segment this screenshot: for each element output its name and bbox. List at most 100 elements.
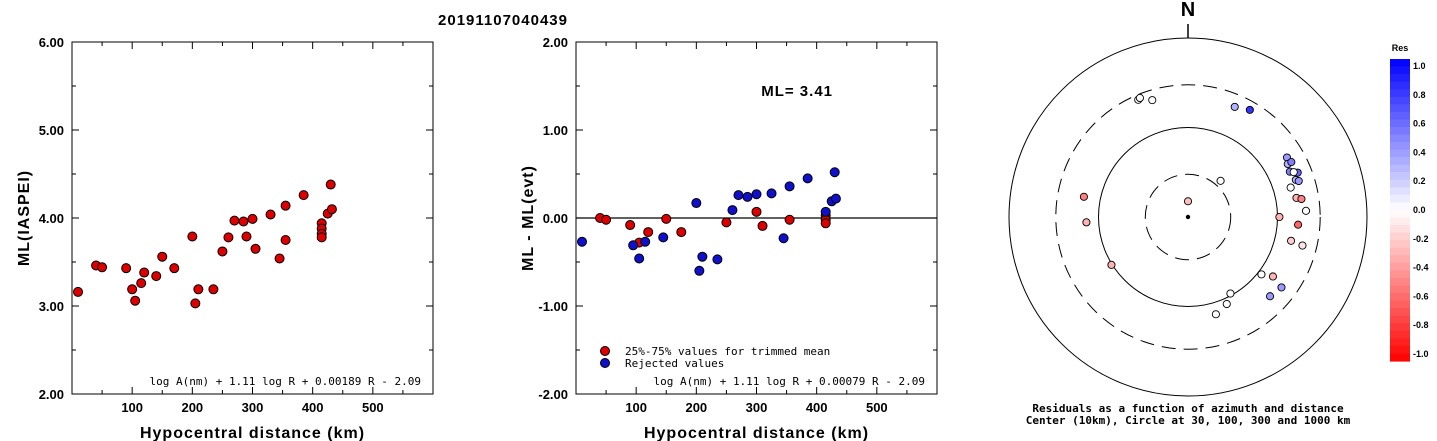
data-point — [130, 295, 141, 306]
station-residual-point — [1222, 299, 1231, 309]
rejected-point — [820, 206, 831, 217]
x-tick-label: 300 — [746, 400, 768, 415]
colorbar-tick-label: -0.8 — [1413, 320, 1429, 330]
station-residual-point — [1216, 176, 1225, 185]
colorbar-segment — [1390, 262, 1410, 271]
data-point — [229, 215, 240, 226]
colorbar-segment — [1390, 187, 1410, 196]
x-axis-label: Hypocentral distance (km) — [644, 425, 869, 441]
colorbar-segment — [1390, 210, 1410, 219]
formula-label: log A(nm) + 1.11 log R + 0.00079 R - 2.0… — [653, 375, 925, 388]
y-tick-label: 4.00 — [39, 211, 64, 226]
rejected-point — [778, 233, 789, 244]
data-point — [274, 253, 285, 264]
data-point — [280, 235, 291, 245]
x-tick-label: 100 — [625, 400, 647, 415]
legend-marker — [600, 346, 610, 356]
trimmed-mean-point — [601, 214, 612, 225]
station-residual-point — [1298, 241, 1307, 250]
trimmed-mean-point — [625, 220, 636, 231]
station-residual-point — [1265, 292, 1275, 301]
data-point — [157, 251, 168, 262]
data-point — [298, 190, 309, 201]
station-residual-point — [1079, 192, 1088, 201]
data-point — [193, 284, 204, 295]
colorbar-segment — [1390, 353, 1410, 362]
y-axis-label: ML(IASPEI) — [16, 170, 33, 266]
y-tick-label: 1.00 — [543, 123, 568, 138]
colorbar-segment — [1390, 74, 1410, 83]
rejected-point — [658, 232, 669, 243]
colorbar-segment — [1390, 172, 1410, 181]
rejected-point — [751, 189, 762, 200]
rejected-point — [802, 173, 813, 184]
data-point — [97, 262, 108, 273]
ml-value-label: ML= 3.41 — [761, 83, 833, 100]
colorbar-segment — [1390, 59, 1410, 68]
rejected-point — [640, 236, 651, 247]
station-residual-point — [1082, 218, 1091, 227]
rejected-point — [712, 254, 723, 265]
colorbar-tick-label: 0.6 — [1413, 119, 1426, 129]
x-tick-label: 400 — [302, 400, 324, 415]
station-residual-point — [1301, 206, 1311, 215]
colorbar-segment — [1390, 126, 1410, 136]
trimmed-mean-point — [721, 217, 732, 228]
data-point — [208, 284, 219, 295]
rejected-point — [829, 167, 840, 178]
rejected-point — [727, 205, 738, 216]
colorbar-tick-label: 0.4 — [1413, 147, 1426, 157]
station-residual-point — [1297, 194, 1306, 204]
y-tick-label: 3.00 — [39, 299, 64, 314]
station-residual-point — [1245, 105, 1254, 114]
legend-label: Rejected values — [625, 357, 724, 370]
colorbar-segment — [1390, 194, 1410, 204]
y-tick-label: 2.00 — [39, 387, 64, 402]
data-point — [169, 263, 180, 274]
data-point — [136, 278, 147, 289]
rejected-point — [784, 181, 795, 192]
y-tick-label: 2.00 — [543, 35, 568, 50]
data-point — [326, 204, 337, 215]
rejected-point — [697, 251, 708, 262]
center-marker — [1185, 214, 1191, 220]
colorbar-tick-label: 0.8 — [1413, 90, 1426, 100]
trimmed-mean-point — [676, 227, 687, 238]
colorbar-segment — [1390, 134, 1410, 143]
station-residual-point — [1275, 212, 1284, 222]
data-point — [217, 246, 228, 257]
colorbar-segment — [1390, 217, 1410, 226]
trimmed-mean-point — [661, 213, 672, 224]
rejected-point — [577, 236, 588, 247]
station-residual-point — [1277, 283, 1286, 292]
colorbar-tick-label: -1.0 — [1413, 349, 1429, 359]
data-point — [127, 284, 138, 295]
colorbar-segment — [1390, 315, 1410, 324]
colorbar-tick-label: 0.0 — [1413, 205, 1426, 215]
y-tick-label: 5.00 — [39, 123, 64, 138]
colorbar-segment — [1390, 285, 1410, 294]
ring-300km — [1055, 84, 1321, 350]
colorbar-segment — [1390, 142, 1410, 151]
station-residual-point — [1183, 197, 1193, 206]
x-tick-label: 200 — [685, 400, 707, 415]
colorbar-segment — [1390, 164, 1410, 173]
data-point — [280, 200, 291, 211]
colorbar-tick-label: 0.2 — [1413, 176, 1426, 186]
colorbar-tick-label: -0.6 — [1413, 291, 1429, 301]
colorbar-segment — [1390, 255, 1410, 264]
colorbar-segment — [1390, 277, 1410, 287]
colorbar-segment — [1390, 104, 1410, 113]
colorbar-segment — [1390, 81, 1410, 90]
colorbar-segment — [1390, 96, 1410, 105]
data-point — [187, 231, 198, 242]
colorbar-segment — [1390, 300, 1410, 309]
data-point — [247, 213, 258, 224]
colorbar-segment — [1390, 240, 1410, 249]
data-point — [241, 231, 252, 242]
colorbar-segment — [1390, 293, 1410, 302]
colorbar-segment — [1390, 232, 1410, 241]
colorbar-segment — [1390, 111, 1410, 120]
x-tick-label: 400 — [806, 400, 828, 415]
